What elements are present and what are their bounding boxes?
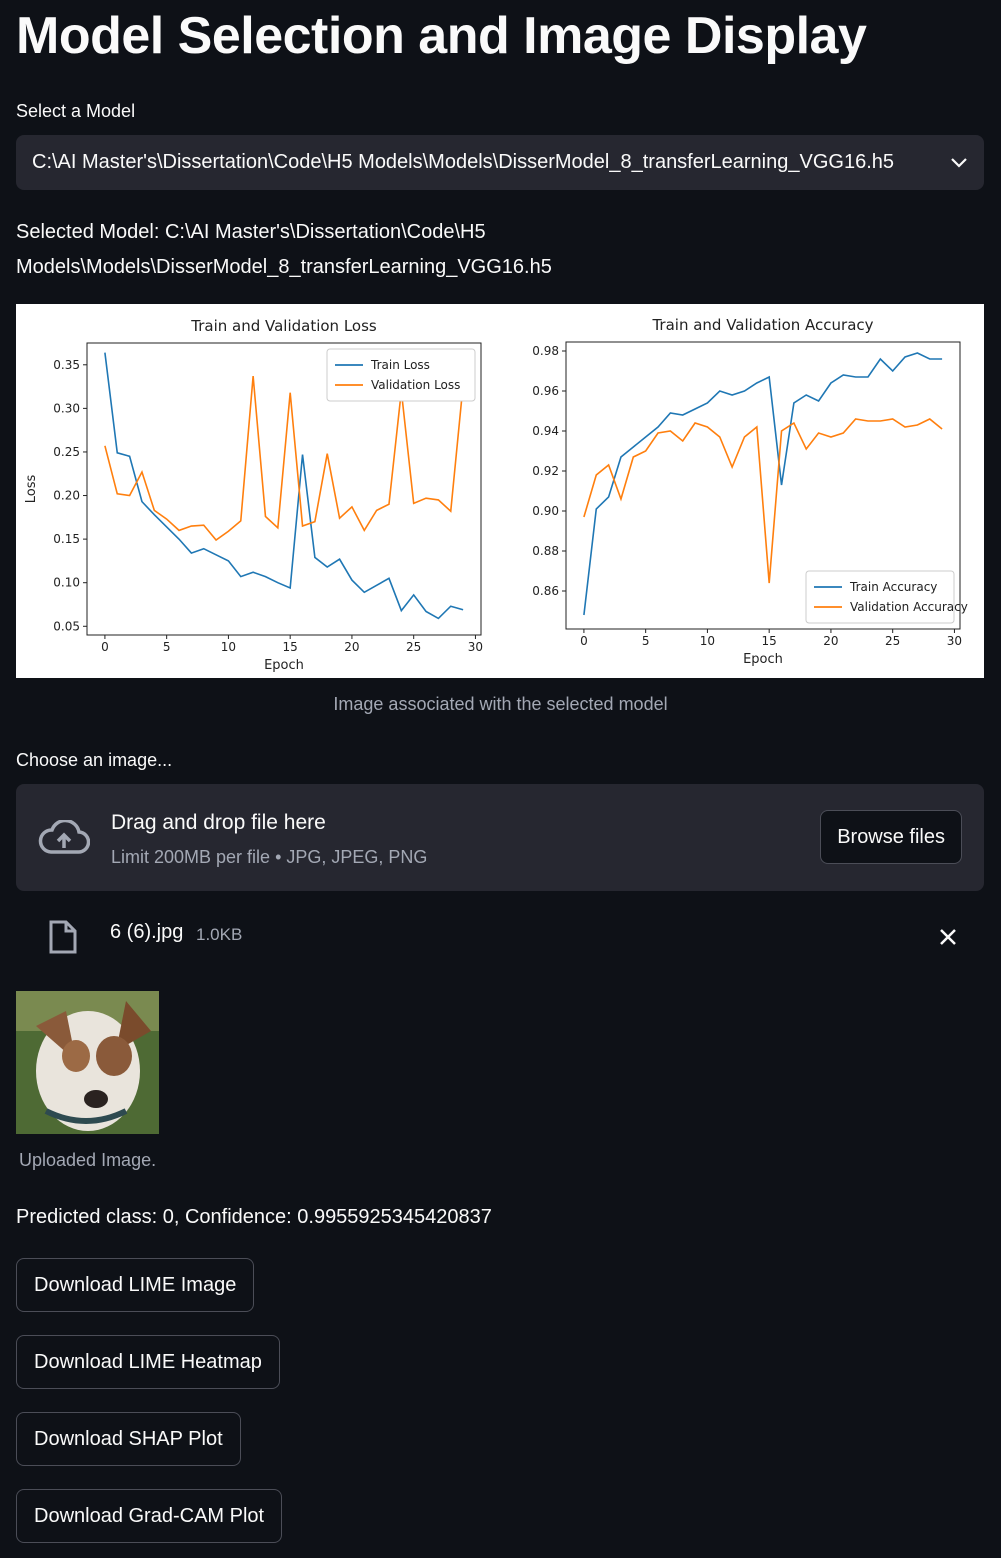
y-tick-label: 0.86 — [532, 584, 559, 598]
charts: Train and Validation Loss 0 5 10 15 20 25 30 0.0… — [24, 316, 968, 673]
y-tick-label: 0.94 — [532, 424, 559, 438]
uploader-label: Choose an image... — [16, 750, 173, 770]
download-button[interactable]: Download LIME Heatmap — [16, 1335, 280, 1389]
legend-box — [326, 348, 476, 402]
y-axis-label: Loss — [24, 475, 39, 504]
y-tick-label: 0.05 — [53, 619, 80, 633]
y-tick-label: 0.98 — [532, 344, 559, 358]
x-tick-label: 20 — [344, 640, 359, 654]
x-axis-label: Epoch — [264, 658, 304, 673]
series-line — [104, 352, 464, 620]
chart-title: Train and Validation Loss — [190, 317, 377, 335]
y-tick-label: 0.92 — [532, 464, 559, 478]
download-button[interactable]: Download SHAP Plot — [16, 1412, 241, 1466]
x-tick-label: 30 — [468, 640, 483, 654]
download-button[interactable]: Download LIME Image — [16, 1258, 255, 1312]
chevron-icon — [951, 157, 967, 168]
x-tick-label: 5 — [163, 640, 171, 654]
select-label: Select a Model — [16, 101, 136, 121]
series-line — [583, 352, 943, 616]
file-icon — [49, 920, 77, 954]
file-name: 6 (6).jpg — [110, 921, 184, 943]
legend-label: Validation Loss — [371, 378, 460, 392]
select-value: C:\AI Master's\Dissertation\Code\H5 Mode… — [32, 151, 894, 173]
drag-text: Drag and drop file here — [111, 811, 326, 834]
x-tick-label: 5 — [642, 634, 650, 648]
selected-model-text: Selected Model: C:\AI Master's\Dissertat… — [16, 221, 552, 278]
y-tick-label: 0.20 — [53, 489, 80, 503]
x-tick-label: 0 — [101, 640, 109, 654]
uploaded-image-caption: Uploaded Image. — [19, 1150, 157, 1170]
image-caption: Image associated with the selected model — [333, 694, 668, 714]
limit-text: Limit 200MB per file • JPG, JPEG, PNG — [111, 847, 428, 867]
legend-box — [805, 570, 955, 624]
x-tick-label: 25 — [885, 634, 900, 648]
legend-label: Validation Accuracy — [850, 600, 968, 614]
uploaded-image — [16, 991, 159, 1134]
plot-frame — [565, 341, 961, 630]
y-tick-label: 0.96 — [532, 384, 559, 398]
x-tick-label: 15 — [283, 640, 298, 654]
x-axis-label: Epoch — [743, 652, 783, 667]
y-tick-label: 0.90 — [532, 504, 559, 518]
x-tick-label: 10 — [700, 634, 715, 648]
y-tick-label: 0.25 — [53, 445, 80, 459]
plot-frame — [86, 342, 482, 636]
y-tick-label: 0.30 — [53, 401, 80, 415]
upload-icon — [38, 820, 90, 854]
x-tick-label: 30 — [947, 634, 962, 648]
x-tick-label: 10 — [221, 640, 236, 654]
file-uploader[interactable]: Drag and drop file here Limit 200MB per … — [16, 784, 984, 891]
remove-file-button[interactable] — [938, 927, 958, 947]
page-title: Model Selection and Image Display — [16, 7, 867, 65]
y-tick-label: 0.35 — [53, 358, 80, 372]
series-line — [583, 418, 943, 584]
y-tick-label: 0.10 — [53, 576, 80, 590]
prediction-text: Predicted class: 0, Confidence: 0.995592… — [16, 1206, 492, 1228]
x-tick-label: 25 — [406, 640, 421, 654]
legend-label: Train Loss — [370, 358, 430, 372]
chart-title: Train and Validation Accuracy — [651, 316, 873, 334]
x-tick-label: 0 — [580, 634, 588, 648]
model-select[interactable]: C:\AI Master's\Dissertation\Code\H5 Mode… — [16, 135, 984, 190]
y-tick-label: 0.15 — [53, 532, 80, 546]
x-tick-label: 15 — [762, 634, 777, 648]
download-button[interactable]: Download Grad-CAM Plot — [16, 1489, 283, 1543]
file-size: 1.0KB — [196, 925, 243, 944]
y-tick-label: 0.88 — [532, 544, 559, 558]
x-tick-label: 20 — [823, 634, 838, 648]
series-line — [104, 376, 464, 542]
legend-label: Train Accuracy — [849, 580, 937, 594]
browse-button[interactable]: Browse files — [820, 810, 962, 864]
chart-image: Train and Validation Loss 0 5 10 15 20 25 30 0.0… — [16, 304, 984, 678]
